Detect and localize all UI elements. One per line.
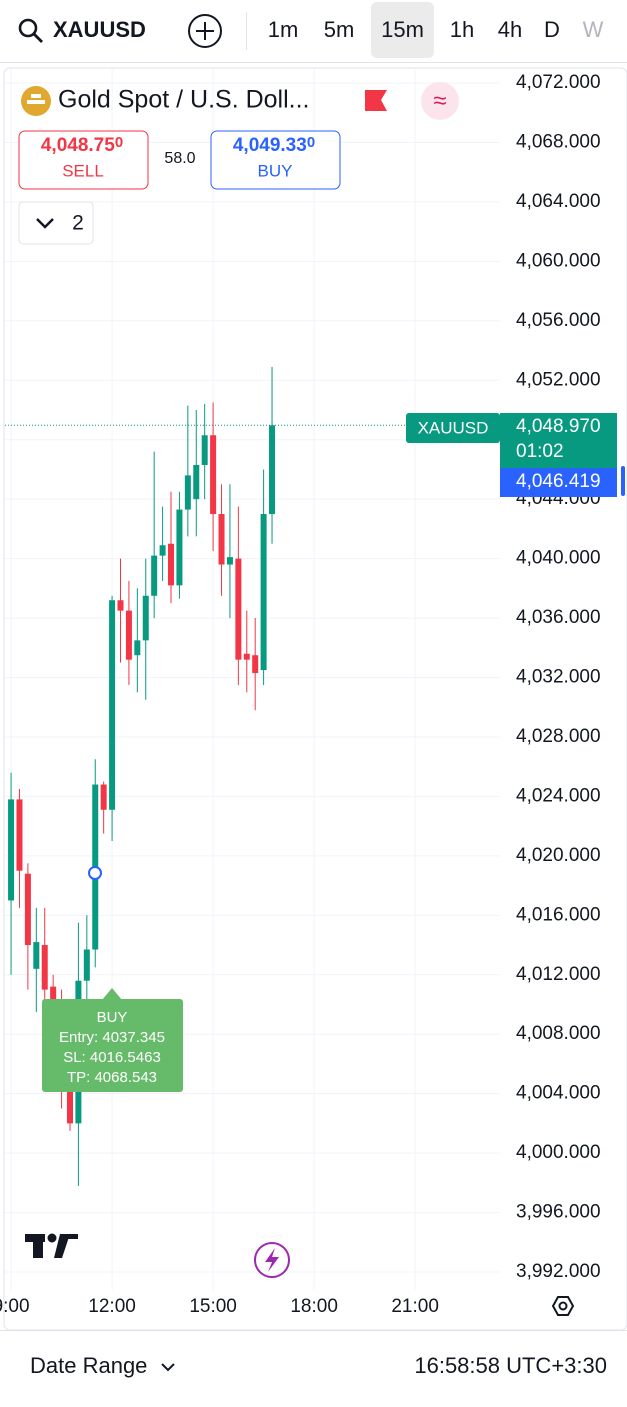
candle-body <box>8 799 15 901</box>
date-range[interactable]: Date Range <box>30 1353 176 1379</box>
clock: 16:58:58 UTC+3:30 <box>414 1353 607 1378</box>
candle-body <box>176 509 183 586</box>
interval[interactable]: W <box>582 17 604 42</box>
sell-label: SELL <box>62 161 104 180</box>
toolbar: XAUUSD 1m 5m 15m 1h 4h D W <box>0 0 627 63</box>
candle-body <box>252 655 259 674</box>
symbol-tag <box>406 413 500 443</box>
x-tick-label: 12:00 <box>88 1296 136 1317</box>
interval[interactable]: D <box>544 17 560 42</box>
collapse-button[interactable] <box>18 201 94 245</box>
tradingview-logo <box>25 1233 78 1258</box>
candle-body <box>210 435 217 515</box>
candle-body <box>134 640 141 656</box>
candle-body <box>83 949 90 981</box>
annotation-box <box>42 999 183 1092</box>
collapsed-count: 2 <box>72 212 84 235</box>
candle-body <box>269 425 276 515</box>
x-tick-label: 21:00 <box>391 1296 439 1317</box>
chart: 4,072.000 4,068.000 4,064.000 4,060.000 4,05… <box>0 67 627 1330</box>
lightning-button[interactable] <box>254 1242 290 1278</box>
sell-price: 4,048.750 <box>41 134 123 156</box>
candle-body <box>218 514 225 565</box>
y-tick-label: 4,064.000 <box>516 191 601 212</box>
candle-body <box>235 558 242 660</box>
x-tick-label: 18:00 <box>290 1296 338 1317</box>
y-tick-label: 4,036.000 <box>516 607 601 628</box>
y-tick-label: 4,024.000 <box>516 785 601 806</box>
bid-price-box <box>500 468 617 497</box>
sell-button[interactable] <box>18 130 149 190</box>
last-price-box <box>500 413 617 468</box>
interval[interactable]: 1m <box>267 17 299 42</box>
add-button[interactable] <box>187 13 223 49</box>
candle-body <box>16 799 23 871</box>
last-price-label: 4,048.970 <box>516 416 601 437</box>
y-tick-label: 3,992.000 <box>516 1261 601 1282</box>
y-tick-label: 3,996.000 <box>516 1202 601 1223</box>
spread: 58.0 <box>164 150 195 167</box>
candle-body <box>66 1078 73 1124</box>
instrument-title: Gold Spot / U.S. Doll... <box>58 86 310 114</box>
candle-body <box>109 600 116 810</box>
y-tick-label: 4,052.000 <box>516 369 601 390</box>
candle-body <box>159 545 166 556</box>
svg-text:≈: ≈ <box>433 87 446 114</box>
annotation-text: TP: 4068.543 <box>67 1069 157 1086</box>
y-tick-label: 4,004.000 <box>516 1083 601 1104</box>
y-tick-label: 4,020.000 <box>516 845 601 866</box>
candle-body <box>24 873 31 946</box>
settings-icon[interactable] <box>551 1296 575 1316</box>
interval[interactable]: 1h <box>449 17 475 42</box>
interval[interactable]: 4h <box>497 17 523 42</box>
candle-body <box>243 653 250 660</box>
candle-body <box>201 435 208 465</box>
symbol-tag-text: XAUUSD <box>418 418 489 437</box>
y-tick-label: 4,060.000 <box>516 250 601 271</box>
y-tick-label: 4,012.000 <box>516 964 601 985</box>
candle-body <box>33 942 40 969</box>
annotation-pointer <box>102 988 122 1000</box>
y-tick-label: 4,040.000 <box>516 548 601 569</box>
buy-price: 4,049.330 <box>233 134 315 156</box>
indicator-icon[interactable] <box>421 82 459 120</box>
candle-body <box>226 557 233 565</box>
buy-button[interactable] <box>210 130 341 190</box>
search-icon[interactable] <box>18 18 44 44</box>
y-tick-label: 4,072.000 <box>516 72 601 93</box>
annotation-text: BUY <box>97 1009 128 1026</box>
symbol[interactable]: XAUUSD <box>53 17 146 42</box>
bid-price-label: 4,046.419 <box>516 471 601 492</box>
candle-body <box>193 464 200 500</box>
y-tick-label: 4,056.000 <box>516 310 601 331</box>
y-tick-label: 4,008.000 <box>516 1023 601 1044</box>
interval[interactable]: 15m <box>371 2 434 58</box>
candle-body <box>125 610 132 660</box>
y-tick-label: 4,068.000 <box>516 131 601 152</box>
candle-body <box>41 945 48 990</box>
candle-body <box>117 600 124 611</box>
candle-body <box>151 555 158 596</box>
candle-body <box>100 784 107 810</box>
execution-marker <box>88 866 102 880</box>
flag-icon[interactable] <box>365 90 387 111</box>
interval[interactable]: 5m <box>323 17 355 42</box>
y-tick-label: 4,016.000 <box>516 904 601 925</box>
annotation-text: Entry: 4037.345 <box>59 1029 165 1046</box>
footer: Date Range 16:58:58 UTC+3:30 <box>0 1330 627 1407</box>
buy-label: BUY <box>258 161 293 180</box>
annotation-text: SL: 4016.5463 <box>63 1049 161 1066</box>
y-tick-label: 4,032.000 <box>516 667 601 688</box>
x-tick-label: 9:00 <box>0 1296 30 1317</box>
y-tick-label: 4,000.000 <box>516 1142 601 1163</box>
candle-body <box>260 514 267 671</box>
candle-body <box>168 543 175 586</box>
x-tick-label: 15:00 <box>189 1296 237 1317</box>
candle-body <box>184 475 191 510</box>
countdown: 01:02 <box>516 441 564 462</box>
candle-body <box>142 595 149 641</box>
y-tick-label: 4,028.000 <box>516 726 601 747</box>
